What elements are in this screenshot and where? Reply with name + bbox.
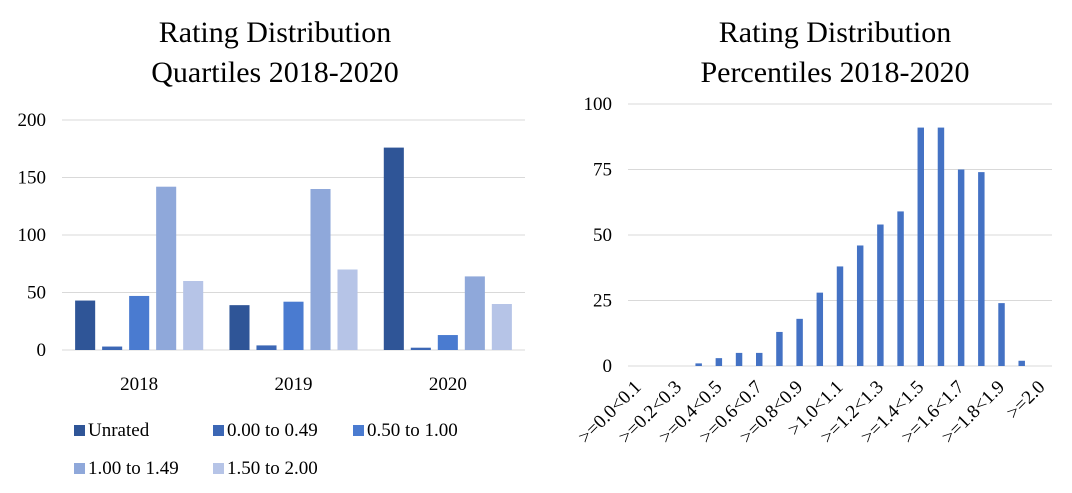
legend-swatch [213, 425, 224, 436]
bar [491, 304, 512, 350]
bar [695, 363, 702, 366]
x-tick-label: >=2.0 [1003, 377, 1050, 424]
bar [337, 269, 358, 350]
chart-title: Rating Distribution [159, 16, 392, 49]
bar [877, 224, 884, 366]
y-tick-label: 100 [18, 225, 47, 246]
x-tick-label: 2019 [275, 374, 313, 395]
y-tick-label: 100 [584, 94, 613, 115]
y-tick-label: 75 [593, 160, 612, 181]
legend-swatch [213, 463, 224, 474]
bar [383, 147, 404, 350]
x-tick-label: 2018 [120, 374, 158, 395]
bar [283, 301, 304, 350]
y-tick-label: 25 [593, 291, 612, 312]
x-tick-label: 2020 [429, 374, 467, 395]
bar [957, 169, 965, 366]
bar [756, 352, 763, 366]
y-tick-label: 50 [27, 283, 46, 304]
bar [1018, 360, 1025, 366]
bar [937, 127, 945, 366]
chart-title: Quartiles 2018-2020 [151, 56, 398, 89]
bar [156, 186, 177, 350]
legend-label: Unrated [88, 420, 150, 441]
legend-swatch [353, 425, 364, 436]
legend-label: 1.00 to 1.49 [88, 458, 179, 479]
bar [735, 352, 743, 366]
y-tick-label: 0 [603, 356, 613, 377]
bar [917, 127, 924, 366]
legend-swatch [74, 425, 85, 436]
bar [256, 345, 277, 350]
legend-label: 0.50 to 1.00 [367, 420, 458, 441]
bar [229, 305, 250, 350]
bar [978, 172, 985, 366]
y-tick-label: 200 [18, 110, 47, 131]
bar [310, 189, 331, 350]
chart-title: Rating Distribution [719, 16, 952, 49]
bar [75, 300, 96, 350]
chart-title: Percentiles 2018-2020 [700, 56, 969, 89]
bar [183, 281, 204, 350]
bar [998, 303, 1005, 366]
legend-swatch [74, 463, 85, 474]
bar [715, 358, 723, 366]
y-tick-label: 0 [37, 340, 47, 361]
bar [897, 211, 904, 366]
legend-label: 0.00 to 0.49 [227, 420, 318, 441]
bar [796, 318, 803, 366]
bar [856, 245, 864, 366]
bar [776, 331, 783, 366]
bar [102, 346, 123, 350]
bar [836, 266, 844, 366]
legend-label: 1.50 to 2.00 [227, 458, 318, 479]
bar [410, 347, 431, 350]
bar [129, 295, 150, 350]
bar [464, 276, 485, 350]
bar [437, 335, 458, 350]
y-tick-label: 50 [593, 225, 612, 246]
y-tick-label: 150 [18, 168, 47, 189]
bar [816, 292, 824, 366]
